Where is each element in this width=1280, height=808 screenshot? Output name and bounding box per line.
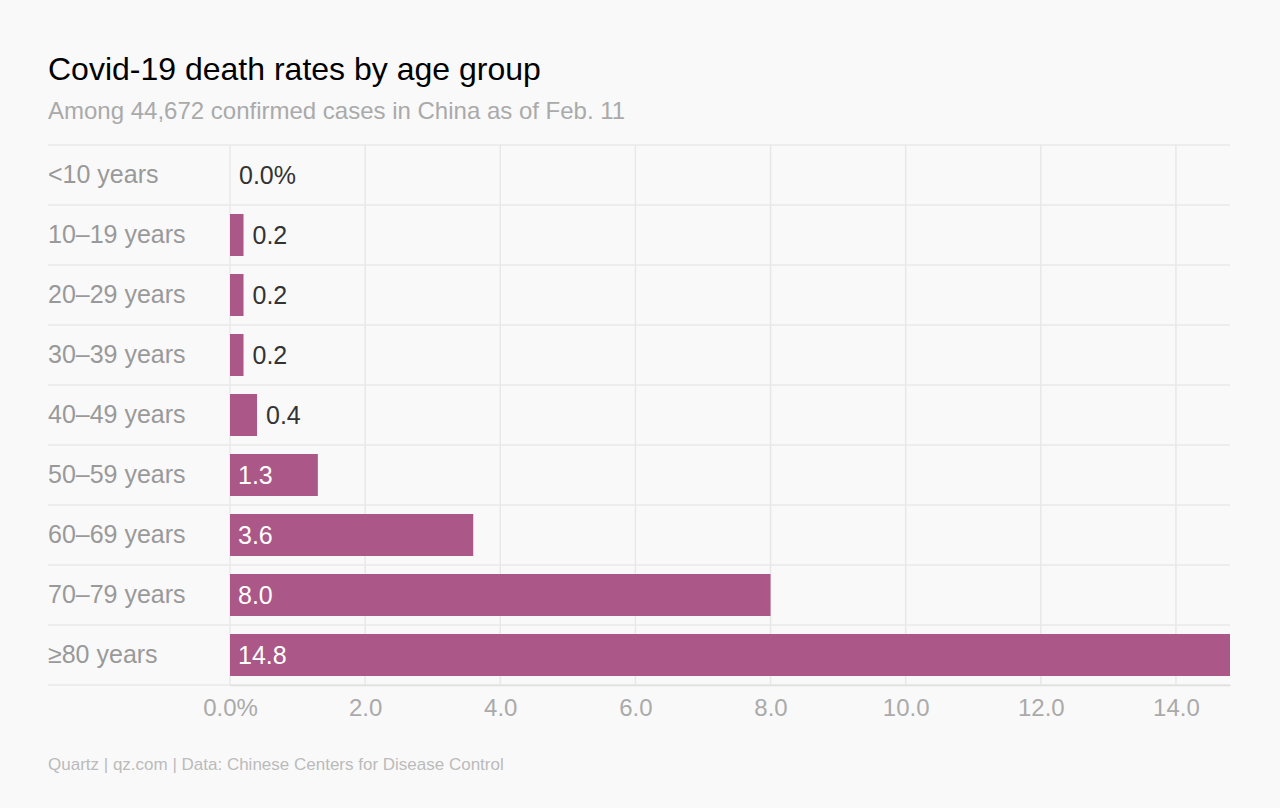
category-label: 70–79 years <box>48 580 186 608</box>
data-label: 14.8 <box>238 641 287 669</box>
x-tick-label: 14.0 <box>1153 694 1200 721</box>
data-label: 0.4 <box>266 401 301 429</box>
row-separator <box>48 204 1230 206</box>
bar <box>230 394 257 436</box>
row-separator <box>48 264 1230 266</box>
y-tick: 30–39 years <box>48 340 230 368</box>
data-label: 8.0 <box>238 581 273 609</box>
x-axis: 0.0% 2.0 4.0 6.0 8.0 10.0 12.0 14.0 <box>203 685 1230 721</box>
data-labels: 0.0% 0.2 0.2 0.2 0.4 1.3 3.6 8.0 14.8 <box>238 161 301 669</box>
grid-line <box>1040 145 1042 685</box>
row-separator <box>48 684 1230 686</box>
x-tick: 12.0 <box>1018 685 1065 721</box>
data-label: 0.2 <box>253 221 288 249</box>
category-label: <10 years <box>48 160 159 188</box>
x-axis-line <box>231 685 1231 687</box>
y-tick: 10–19 years <box>48 220 230 248</box>
chart: Covid-19 death rates by age group Among 4… <box>0 0 1280 808</box>
x-tick: 6.0 <box>619 685 652 721</box>
data-label: 0.2 <box>253 281 288 309</box>
bar <box>230 274 244 316</box>
row-separator <box>48 564 1230 566</box>
x-tick: 2.0 <box>349 685 382 721</box>
bar <box>230 214 244 256</box>
grid-line <box>905 145 907 685</box>
x-tick: 4.0 <box>484 685 517 721</box>
x-tick-label: 4.0 <box>484 694 517 721</box>
bar <box>230 154 231 196</box>
x-tick-label: 2.0 <box>349 694 382 721</box>
grid <box>230 145 1176 685</box>
y-tick: 50–59 years <box>48 460 230 488</box>
data-label: 0.2 <box>253 341 288 369</box>
category-label: 20–29 years <box>48 280 186 308</box>
y-tick: 20–29 years <box>48 280 230 308</box>
category-label: 60–69 years <box>48 520 186 548</box>
category-label: 50–59 years <box>48 460 186 488</box>
grid-line <box>1175 145 1177 685</box>
bar <box>230 334 244 376</box>
y-tick: <10 years <box>48 160 230 188</box>
category-label: 10–19 years <box>48 220 186 248</box>
x-tick-label: 8.0 <box>754 694 787 721</box>
title: Covid-19 death rates by age group <box>48 51 541 87</box>
x-tick-label: 10.0 <box>883 694 930 721</box>
row-separator <box>48 324 1230 326</box>
row-separator <box>48 444 1230 446</box>
data-label: 3.6 <box>238 521 273 549</box>
category-label: 40–49 years <box>48 400 186 428</box>
bar <box>230 454 318 496</box>
x-tick-label: 0.0% <box>203 694 258 721</box>
y-tick: ≥80 years <box>48 640 230 668</box>
bars <box>230 214 1230 676</box>
source: Quartz | qz.com | Data: Chinese Centers … <box>48 755 504 774</box>
row-separator <box>48 624 1230 626</box>
bar <box>230 574 771 616</box>
row-separator <box>48 384 1230 386</box>
subtitle: Among 44,672 confirmed cases in China as… <box>48 97 625 124</box>
row-separator <box>48 144 1230 146</box>
y-tick: 70–79 years <box>48 580 230 608</box>
background <box>0 0 1280 808</box>
x-tick: 14.0 <box>1153 685 1200 721</box>
x-tick-label: 12.0 <box>1018 694 1065 721</box>
bar <box>230 514 473 556</box>
row-separators <box>48 145 1230 685</box>
x-tick: 8.0 <box>754 685 787 721</box>
y-tick: 60–69 years <box>48 520 230 548</box>
category-label: ≥80 years <box>48 640 158 668</box>
category-label: 30–39 years <box>48 340 186 368</box>
y-tick: 40–49 years <box>48 400 230 428</box>
data-label: 0.0% <box>239 161 296 189</box>
data-label: 1.3 <box>238 461 273 489</box>
y-axis: <10 years 10–19 years 20–29 years 30–39 yea… <box>48 160 230 668</box>
row-separator <box>48 504 1230 506</box>
x-tick-label: 6.0 <box>619 694 652 721</box>
x-tick: 10.0 <box>883 685 930 721</box>
bar <box>230 634 1230 676</box>
x-tick: 0.0% <box>203 685 258 721</box>
